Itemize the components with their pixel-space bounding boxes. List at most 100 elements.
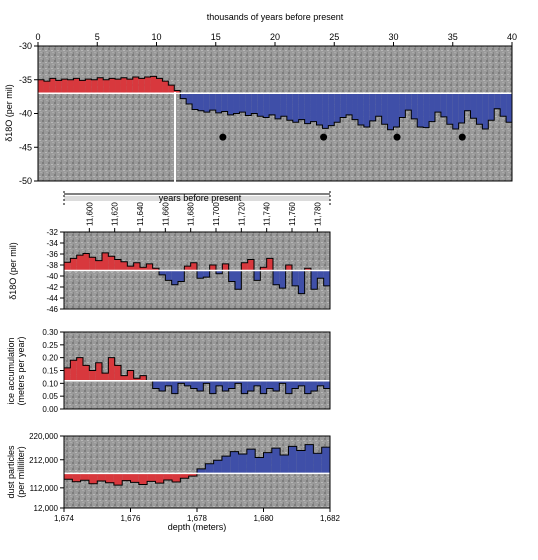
series-bar-26 — [228, 380, 235, 389]
y-tick-label-6: -44 — [46, 294, 58, 303]
y-tick-label-1: 0.25 — [42, 341, 58, 350]
series-bar-36 — [292, 380, 299, 389]
series-bar-16 — [132, 77, 139, 94]
series-bar-8 — [114, 259, 121, 271]
panel-main-x-ticks: 0 5 10 15 20 25 30 35 40 — [35, 32, 517, 46]
series-bar-25 — [222, 263, 229, 271]
panel-accumulation: 0.30 0.25 0.20 0.15 0.10 0.05 0.00 ice accumul… — [6, 328, 331, 414]
series-bar-41 — [323, 270, 330, 286]
y-tick-label-0: 0.30 — [42, 328, 58, 337]
series-bar-65 — [423, 93, 430, 128]
series-bar-51 — [340, 93, 347, 118]
series-bar-0 — [64, 473, 73, 480]
series-bar-35 — [245, 93, 252, 116]
series-bar-79 — [506, 93, 512, 123]
series-bar-23 — [174, 90, 181, 94]
series-bar-73 — [470, 93, 477, 119]
series-bar-27 — [235, 380, 242, 384]
series-bar-48 — [322, 93, 329, 129]
x-tick-label-4: 1,682 — [320, 514, 341, 523]
series-bar-11 — [133, 378, 140, 381]
panel-dust-series — [64, 442, 331, 486]
series-bar-50 — [334, 93, 341, 123]
x-tick-label-5: 11,700 — [212, 202, 221, 226]
y-tick-label-3: 0.15 — [42, 367, 58, 376]
series-bar-74 — [476, 93, 483, 125]
y-tick-label-4: -50 — [19, 176, 32, 186]
series-bar-19 — [221, 456, 231, 474]
series-bar-10 — [97, 77, 104, 94]
series-bar-14 — [152, 268, 159, 271]
y-tick-label-3: 12,000 — [34, 504, 59, 513]
series-bar-69 — [446, 93, 453, 125]
x-tick-label-2: 10 — [151, 32, 161, 42]
series-bar-30 — [215, 93, 222, 113]
panel-accumulation-background — [64, 332, 330, 409]
series-bar-32 — [266, 380, 273, 389]
series-bar-7 — [108, 256, 115, 271]
x-tick-label-3: 11,660 — [161, 202, 170, 226]
series-bar-9 — [138, 473, 148, 485]
series-bar-21 — [197, 270, 204, 279]
y-tick-label-0: -32 — [46, 228, 58, 237]
series-bar-39 — [311, 270, 318, 290]
series-bar-76 — [488, 93, 495, 121]
series-bar-3 — [88, 473, 98, 484]
series-bar-21 — [197, 380, 204, 392]
series-bar-1 — [70, 258, 77, 271]
series-bar-66 — [429, 93, 435, 122]
series-bar-60 — [393, 93, 400, 127]
series-bar-20 — [190, 380, 197, 389]
series-bar-15 — [188, 473, 197, 477]
series-bar-4 — [89, 370, 96, 381]
series-bar-75 — [482, 93, 489, 130]
panel-dust-x-label: depth (meters) — [168, 522, 227, 532]
series-outline — [64, 442, 331, 486]
series-bar-20 — [230, 451, 239, 474]
panel-dust-y-label-line-2: (per milliliter) — [16, 446, 26, 498]
y-tick-label-7: -46 — [46, 305, 58, 314]
series-bar-10 — [127, 266, 134, 271]
series-bar-27 — [235, 270, 242, 290]
y-tick-label-2: -40 — [19, 109, 32, 119]
series-bar-16 — [165, 380, 172, 386]
series-bar-6 — [73, 78, 80, 94]
event-marker-1 — [320, 133, 328, 141]
series-bar-36 — [292, 270, 299, 286]
series-bar-8 — [114, 365, 121, 381]
y-tick-label-2: -36 — [46, 250, 58, 259]
series-bar-40 — [275, 93, 281, 119]
series-bar-24 — [216, 270, 223, 274]
y-tick-label-3: -45 — [19, 142, 32, 152]
series-bar-14 — [120, 77, 127, 94]
series-bar-71 — [458, 93, 465, 123]
series-bar-30 — [313, 453, 322, 474]
series-bar-35 — [285, 380, 292, 394]
series-bar-12 — [163, 473, 173, 480]
series-bar-22 — [246, 449, 256, 474]
series-bar-16 — [165, 270, 172, 281]
series-bar-11 — [133, 262, 140, 271]
series-bar-56 — [369, 93, 376, 121]
panel-dust: 1,674 1,676 1,678 1,680 1,682 220,000 212,000… — [6, 432, 341, 532]
series-bar-32 — [227, 93, 234, 115]
event-marker-0 — [219, 133, 227, 141]
event-marker-3 — [458, 133, 466, 141]
series-bar-52 — [346, 93, 353, 115]
x-tick-label-0: 0 — [35, 32, 40, 42]
series-bar-38 — [304, 268, 311, 271]
series-bar-20 — [156, 78, 163, 94]
series-outline — [38, 75, 513, 131]
series-bar-27 — [288, 446, 297, 474]
x-tick-label-1: 5 — [95, 32, 100, 42]
series-bar-64 — [417, 93, 424, 127]
series-bar-8 — [85, 79, 92, 94]
series-bar-31 — [321, 447, 330, 474]
series-bar-15 — [126, 79, 133, 94]
x-tick-label-3: 1,680 — [253, 514, 274, 523]
series-bar-2 — [76, 357, 83, 381]
series-bar-26 — [228, 270, 235, 282]
y-tick-label-0: -30 — [19, 41, 32, 51]
series-bar-15 — [159, 270, 166, 275]
